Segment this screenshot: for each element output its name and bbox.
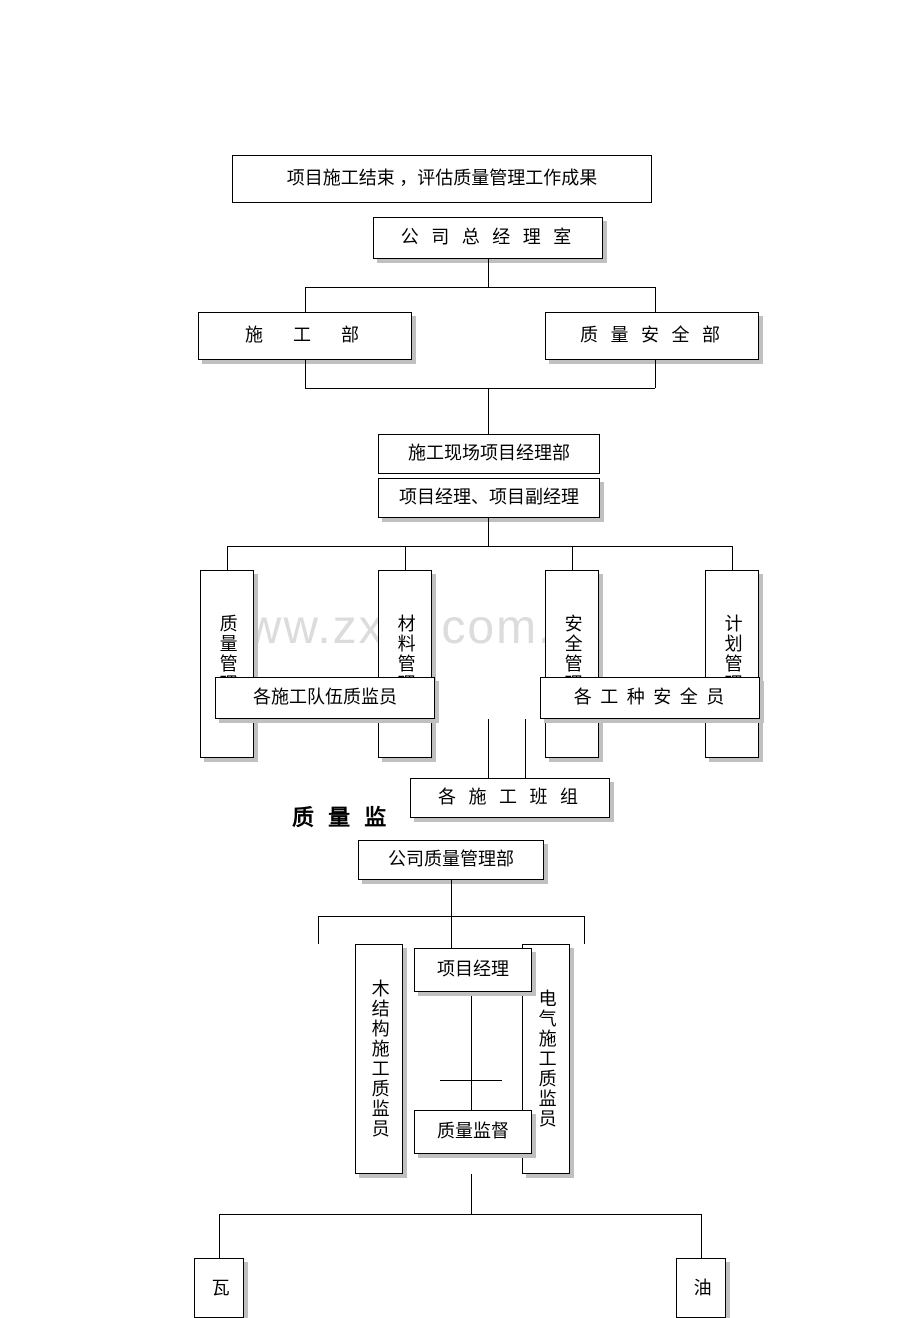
- connector: [227, 546, 732, 547]
- connector: [305, 287, 655, 288]
- node-pm: 项目经理: [414, 948, 532, 992]
- connector: [584, 916, 585, 944]
- connector: [451, 916, 452, 948]
- connector: [227, 546, 228, 570]
- section-title: 质 量 监: [292, 800, 390, 832]
- node-team-inspectors: 各施工队伍质监员: [215, 677, 435, 719]
- connector: [488, 518, 489, 546]
- node-bottom-right: 油: [676, 1258, 726, 1318]
- connector: [305, 360, 306, 388]
- node-plan-mgr: 计划管理员: [705, 570, 759, 758]
- node-safety-mgr: 安全管理员: [545, 570, 599, 758]
- connector: [488, 259, 489, 287]
- connector: [525, 719, 526, 778]
- connector: [219, 1214, 220, 1258]
- node-quality-supervisor: 质量监督: [414, 1110, 532, 1154]
- connector: [305, 388, 655, 389]
- connector: [440, 1080, 502, 1081]
- node-project-end: 项目施工结束 ，评估质量管理工作成果: [232, 155, 652, 203]
- node-wood-inspector: 木结构施工质监员: [355, 944, 403, 1174]
- node-material-mgr: 材料管理员: [378, 570, 432, 758]
- node-qs-dept: 质 量 安 全 部: [545, 312, 759, 360]
- node-bottom-left: 瓦: [194, 1258, 244, 1318]
- connector: [732, 546, 733, 570]
- connector: [471, 1174, 472, 1214]
- connector: [655, 360, 656, 388]
- connector: [405, 546, 406, 570]
- connector: [451, 880, 452, 916]
- connector: [305, 287, 306, 312]
- node-team-groups: 各 施 工 班 组: [410, 778, 610, 818]
- connector: [488, 388, 489, 434]
- node-pm-deputy: 项目经理、项目副经理: [378, 478, 600, 518]
- connector: [219, 1214, 701, 1215]
- node-quality-mgr: 质量管理员: [200, 570, 254, 758]
- connector: [488, 719, 489, 778]
- node-company-qm: 公司质量管理部: [358, 840, 544, 880]
- connector: [701, 1214, 702, 1258]
- connector: [572, 546, 573, 570]
- connector: [655, 287, 656, 312]
- connector: [318, 916, 319, 944]
- node-trade-safety: 各 工 种 安 全 员: [540, 677, 760, 719]
- connector: [471, 992, 472, 1110]
- node-gm-office: 公 司 总 经 理 室: [373, 217, 603, 259]
- node-site-pm-dept: 施工现场项目经理部: [378, 434, 600, 474]
- node-construction-dept: 施 工 部: [198, 312, 412, 360]
